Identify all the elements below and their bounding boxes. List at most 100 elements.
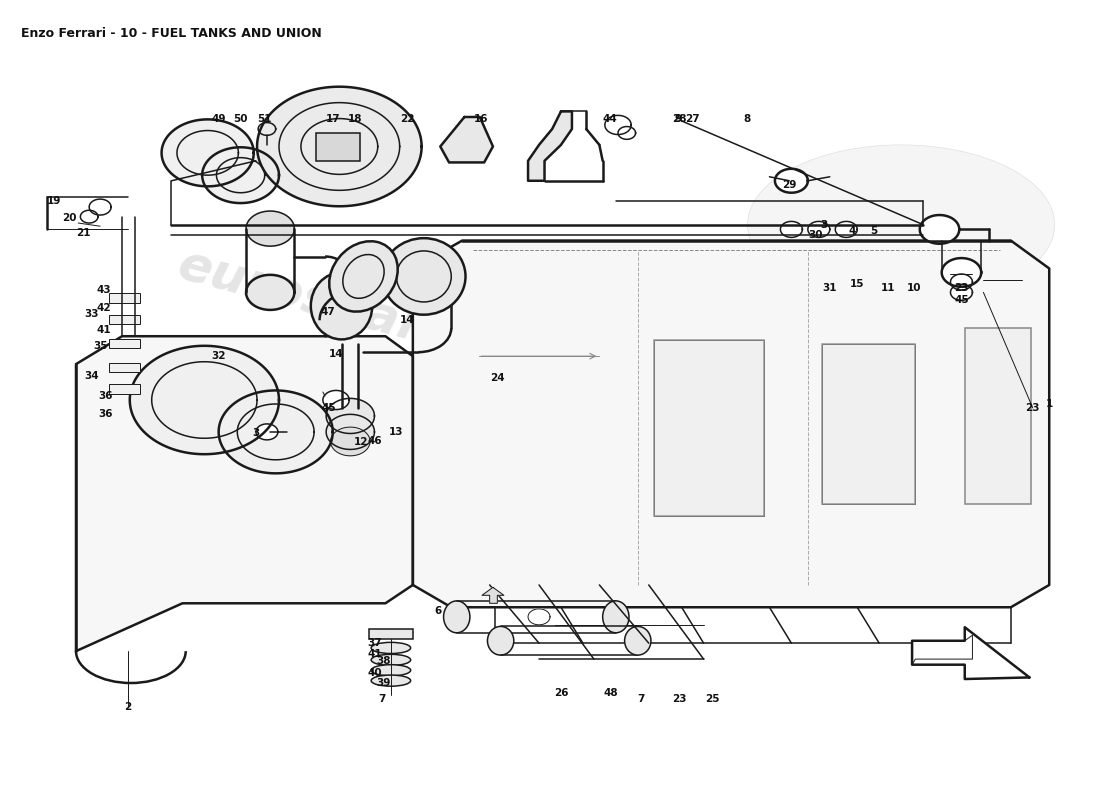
Text: 29: 29 — [782, 180, 796, 190]
Text: 7: 7 — [378, 694, 386, 704]
Bar — [109, 362, 140, 372]
Bar — [109, 338, 140, 348]
Text: 13: 13 — [389, 427, 404, 437]
Polygon shape — [605, 115, 631, 134]
Text: 14: 14 — [329, 349, 343, 358]
Text: 17: 17 — [326, 114, 340, 124]
Bar — [109, 293, 140, 302]
Ellipse shape — [625, 626, 651, 655]
Polygon shape — [327, 398, 374, 434]
Bar — [654, 340, 764, 515]
Text: 36: 36 — [98, 391, 113, 401]
Text: 45: 45 — [321, 403, 336, 413]
Polygon shape — [246, 211, 295, 246]
Text: 28: 28 — [672, 114, 686, 124]
Text: 45: 45 — [954, 295, 969, 306]
Polygon shape — [440, 117, 493, 162]
Polygon shape — [246, 275, 295, 310]
Polygon shape — [780, 222, 802, 238]
Text: 5: 5 — [870, 226, 878, 236]
Text: 35: 35 — [92, 341, 108, 350]
Text: eurospares: eurospares — [172, 240, 490, 369]
Polygon shape — [942, 258, 981, 286]
Text: 14: 14 — [400, 315, 415, 326]
Text: 46: 46 — [367, 437, 382, 446]
Text: 41: 41 — [367, 649, 382, 658]
Ellipse shape — [371, 665, 410, 676]
Text: 2: 2 — [124, 702, 131, 712]
Polygon shape — [482, 587, 504, 603]
Polygon shape — [774, 169, 807, 193]
Text: 23: 23 — [954, 283, 969, 294]
Bar — [317, 133, 360, 161]
Text: 3: 3 — [252, 429, 260, 438]
Text: 47: 47 — [321, 307, 336, 318]
Text: 4: 4 — [848, 226, 856, 236]
Text: 9: 9 — [674, 114, 682, 124]
Text: eurospares: eurospares — [588, 296, 906, 424]
Ellipse shape — [487, 626, 514, 655]
Text: 3: 3 — [821, 220, 828, 230]
Bar — [822, 344, 915, 504]
Polygon shape — [219, 390, 332, 474]
Polygon shape — [162, 119, 254, 186]
Text: 37: 37 — [367, 638, 382, 648]
Text: 12: 12 — [354, 438, 368, 447]
Bar — [109, 384, 140, 394]
Polygon shape — [528, 111, 572, 181]
Text: 8: 8 — [744, 114, 751, 124]
Polygon shape — [80, 210, 98, 223]
Ellipse shape — [748, 145, 1055, 304]
Text: 26: 26 — [553, 688, 569, 698]
Text: Enzo Ferrari - 10 - FUEL TANKS AND UNION: Enzo Ferrari - 10 - FUEL TANKS AND UNION — [21, 27, 322, 40]
Ellipse shape — [329, 242, 398, 312]
Polygon shape — [912, 635, 972, 665]
Text: 10: 10 — [908, 283, 922, 294]
Ellipse shape — [382, 238, 465, 314]
Bar — [654, 340, 764, 515]
Text: 27: 27 — [685, 114, 700, 124]
Ellipse shape — [603, 601, 629, 633]
Polygon shape — [323, 390, 349, 410]
Polygon shape — [130, 346, 279, 454]
Bar — [965, 328, 1031, 504]
Polygon shape — [835, 222, 857, 238]
Bar — [109, 314, 140, 324]
Text: 16: 16 — [474, 114, 488, 124]
Polygon shape — [920, 215, 959, 244]
Text: 48: 48 — [603, 688, 618, 698]
Text: 24: 24 — [490, 374, 505, 383]
Polygon shape — [950, 285, 972, 300]
Text: 49: 49 — [211, 114, 226, 124]
Polygon shape — [807, 222, 829, 238]
Bar — [368, 629, 412, 639]
Polygon shape — [257, 86, 421, 206]
Text: 25: 25 — [705, 694, 719, 704]
Polygon shape — [202, 147, 279, 203]
Text: 1: 1 — [1046, 399, 1053, 409]
Text: 40: 40 — [367, 668, 382, 678]
Text: 22: 22 — [400, 114, 415, 124]
Polygon shape — [331, 427, 370, 456]
Text: 23: 23 — [1025, 403, 1040, 413]
Ellipse shape — [371, 654, 410, 666]
Text: 19: 19 — [47, 196, 62, 206]
Polygon shape — [258, 122, 276, 135]
Text: 7: 7 — [637, 694, 645, 704]
Text: 50: 50 — [233, 114, 248, 124]
Polygon shape — [618, 126, 636, 139]
Polygon shape — [89, 199, 111, 215]
Polygon shape — [327, 414, 374, 450]
Text: 20: 20 — [63, 214, 77, 223]
Text: 32: 32 — [211, 351, 226, 361]
Text: 44: 44 — [603, 114, 618, 124]
Text: eurospares: eurospares — [172, 471, 490, 600]
Text: 42: 42 — [96, 303, 111, 314]
Ellipse shape — [371, 642, 410, 654]
Text: 30: 30 — [808, 230, 823, 240]
Text: 21: 21 — [76, 227, 91, 238]
Text: 41: 41 — [96, 325, 111, 335]
Ellipse shape — [371, 675, 410, 686]
Text: 38: 38 — [376, 657, 390, 666]
Text: 39: 39 — [376, 678, 390, 688]
